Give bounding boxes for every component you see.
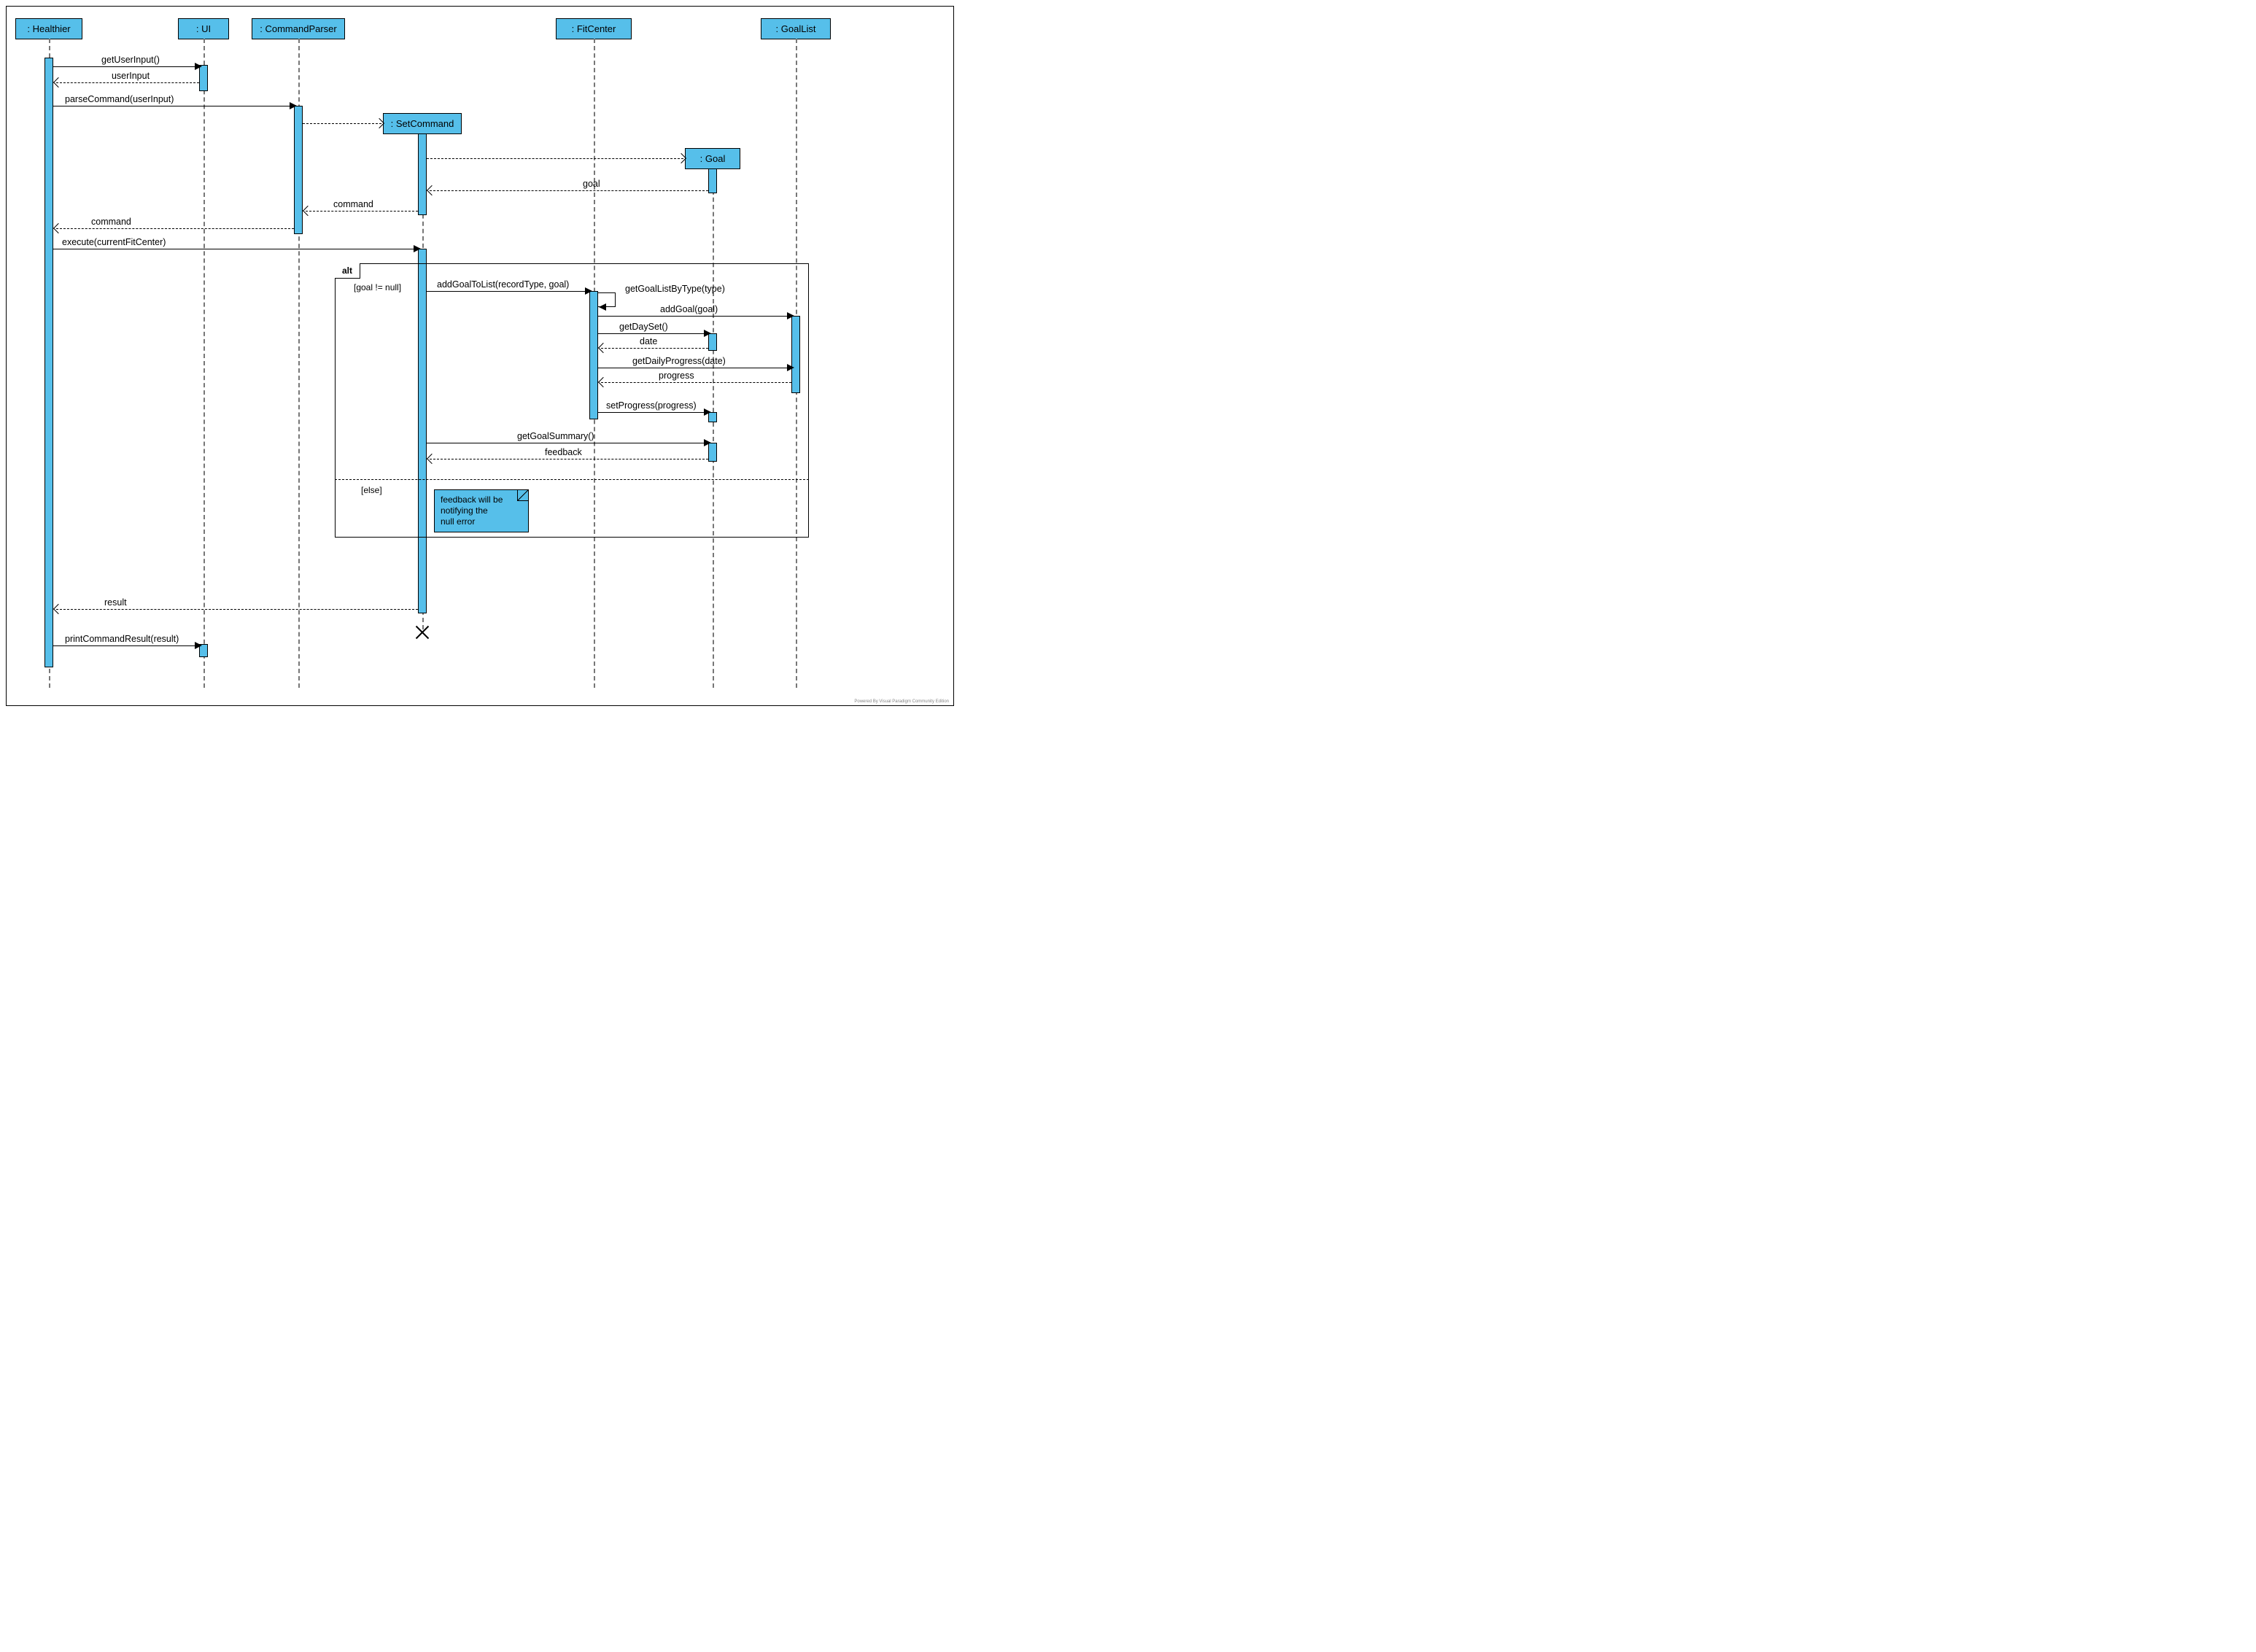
label-m2: userInput	[94, 71, 167, 81]
label-m19: printCommandResult(result)	[65, 634, 179, 644]
participant-setcommand: : SetCommand	[383, 113, 462, 134]
destroy-setcommand	[414, 624, 431, 641]
watermark: Powered By Visual Paradigm Community Edi…	[854, 699, 949, 704]
arrow-create-goal	[427, 158, 683, 159]
arrowhead-m16	[704, 439, 711, 446]
arrowhead-m11	[704, 330, 711, 337]
participant-healthier: : Healthier	[15, 18, 82, 39]
arrow-m8	[427, 291, 585, 292]
arrowhead-m18	[53, 604, 63, 614]
guard-1: [goal != null]	[354, 282, 401, 292]
arrowhead-m6	[53, 223, 63, 233]
arrowhead-m2	[53, 77, 63, 88]
arrowhead-m4	[427, 185, 437, 195]
alt-label: alt	[335, 263, 360, 279]
arrow-m1	[53, 66, 195, 67]
arrow-m10	[598, 316, 787, 317]
label-m13: getDailyProgress(date)	[632, 356, 726, 366]
label-m8: addGoalToList(recordType, goal)	[437, 279, 569, 290]
label-m5: command	[333, 199, 373, 209]
activation-setcmd-1	[418, 133, 427, 215]
sequence-diagram: : Healthier : UI : CommandParser : FitCe…	[6, 6, 954, 706]
participant-goallist: : GoalList	[761, 18, 831, 39]
activation-parser	[294, 106, 303, 234]
arrowhead-m9	[599, 303, 606, 311]
label-m3: parseCommand(userInput)	[65, 94, 174, 104]
label-m14: progress	[659, 371, 694, 381]
arrowhead-m8	[585, 287, 592, 295]
arrow-m11	[598, 333, 704, 334]
label-m12: date	[640, 336, 657, 346]
label-m11: getDaySet()	[619, 322, 668, 332]
participant-goal: : Goal	[685, 148, 740, 169]
arrowhead-m13	[787, 364, 794, 371]
arrowhead-m10	[787, 312, 794, 319]
arrowhead-m3	[290, 102, 297, 109]
arrow-m2	[56, 82, 199, 83]
participant-ui: : UI	[178, 18, 229, 39]
arrow-create-setcmd	[303, 123, 381, 124]
arrow-m14	[601, 382, 791, 383]
label-m17: feedback	[545, 447, 582, 457]
label-m7: execute(currentFitCenter)	[62, 237, 166, 247]
arrow-m5	[306, 211, 418, 212]
note-line1: feedback will be	[441, 495, 503, 505]
arrow-m15	[598, 412, 704, 413]
note-else: feedback will be notifying the null erro…	[434, 489, 529, 532]
lifeline-ui	[203, 39, 205, 688]
label-m15: setProgress(progress)	[606, 400, 697, 411]
arrow-m4	[430, 190, 708, 191]
participant-commandparser: : CommandParser	[252, 18, 345, 39]
arrow-m12	[601, 348, 708, 349]
arrowhead-m19	[195, 642, 202, 649]
arrowhead-m7	[414, 245, 421, 252]
arrowhead-m5	[303, 206, 313, 216]
arrowhead-m15	[704, 408, 711, 416]
alt-fragment	[335, 263, 809, 538]
label-m4: goal	[583, 179, 600, 189]
label-m18: result	[104, 597, 127, 608]
label-m10: addGoal(goal)	[660, 304, 718, 314]
label-m1: getUserInput()	[80, 55, 182, 65]
arrowhead-m1	[195, 63, 202, 70]
note-line2: notifying the	[441, 505, 488, 516]
activation-goal-1	[708, 168, 717, 193]
activation-healthier	[44, 58, 53, 667]
alt-divider	[335, 479, 809, 480]
label-m9: getGoalListByType(type)	[625, 284, 725, 294]
label-m6: command	[91, 217, 131, 227]
participant-fitcenter: : FitCenter	[556, 18, 632, 39]
arrow-m18	[56, 609, 418, 610]
arrow-m6	[56, 228, 294, 229]
label-m16: getGoalSummary()	[517, 431, 594, 441]
arrow-m19	[53, 645, 195, 646]
note-line3: null error	[441, 516, 475, 527]
guard-2: [else]	[361, 485, 382, 495]
